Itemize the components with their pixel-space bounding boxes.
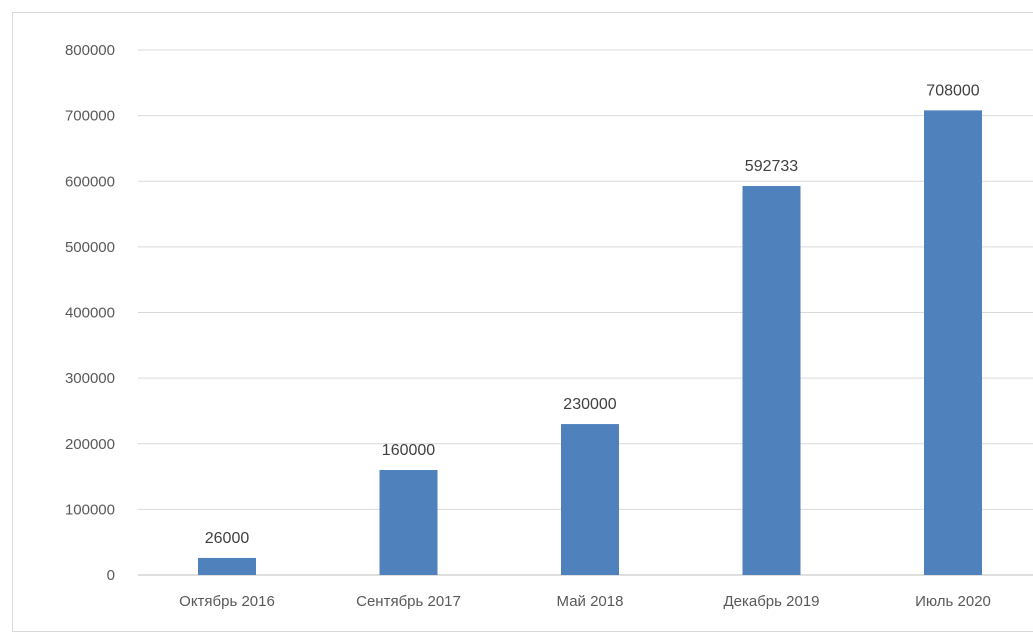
x-tick-label: Сентябрь 2017 — [356, 593, 461, 610]
data-label: 592733 — [745, 158, 798, 175]
x-tick-label: Декабрь 2019 — [723, 593, 819, 610]
bar — [561, 424, 619, 575]
data-label: 26000 — [205, 530, 250, 547]
bar-chart: 0 100000 200000 300000 400000 500000 600000 700… — [65, 42, 1033, 610]
bar — [379, 470, 438, 575]
data-label: 230000 — [563, 396, 616, 413]
data-label: 708000 — [926, 82, 979, 99]
y-tick-label: 400000 — [65, 305, 115, 322]
bar — [742, 186, 801, 575]
x-axis-ticks: Октябрь 2016 Сентябрь 2017 Май 2018 Декабрь… — [179, 593, 991, 610]
y-tick-label: 800000 — [65, 42, 115, 59]
y-tick-label: 300000 — [65, 370, 115, 387]
y-tick-label: 200000 — [65, 436, 115, 453]
y-tick-label: 100000 — [65, 501, 115, 518]
x-tick-label: Май 2018 — [557, 593, 624, 610]
x-tick-label: Октябрь 2016 — [179, 593, 275, 610]
bar — [924, 110, 982, 575]
y-tick-label: 500000 — [65, 239, 115, 256]
data-label: 160000 — [382, 442, 435, 459]
bar — [198, 557, 256, 575]
data-labels: 26000 160000 230000 592733 708000 — [205, 82, 980, 547]
y-tick-label: 600000 — [65, 173, 115, 190]
y-tick-label: 0 — [107, 567, 115, 584]
bars — [198, 110, 982, 575]
x-tick-label: Июль 2020 — [915, 593, 991, 610]
y-axis-ticks: 0 100000 200000 300000 400000 500000 600000 700… — [65, 42, 115, 584]
y-tick-label: 700000 — [65, 108, 115, 125]
